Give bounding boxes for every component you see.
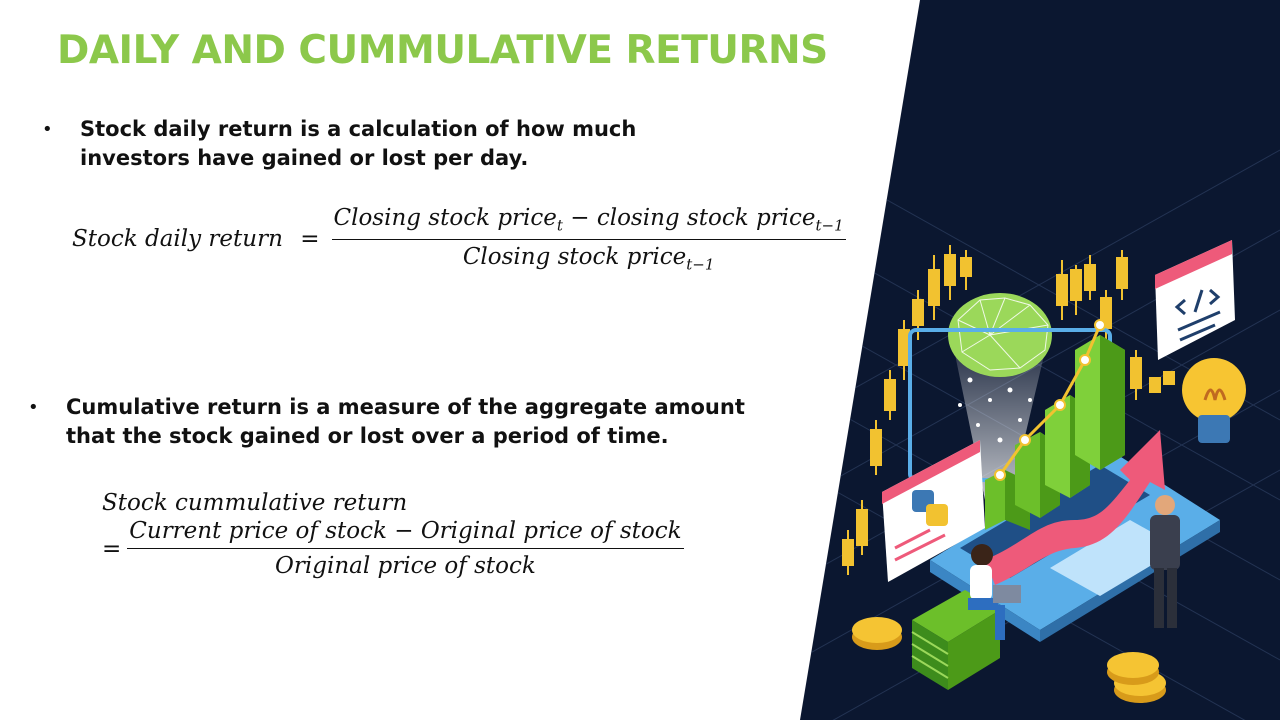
rising-arrow-icon: [985, 430, 1165, 585]
slide-title: DAILY AND CUMMULATIVE RETURNS: [57, 28, 828, 73]
formula-fraction: Current price of stock − Original price …: [127, 518, 684, 579]
formula-lhs-text: Stock daily return: [72, 226, 283, 253]
equals-sign: =: [102, 535, 122, 562]
python-logo-icon: [882, 440, 985, 582]
equals-sign: =: [300, 226, 320, 253]
bullet-cumulative-return: • Cumulative return is a measure of the …: [28, 393, 786, 451]
formula-numerator: Closing stock pricet − closing stock pri…: [331, 205, 846, 240]
cumulative-return-formula: Stock cummulative return = Current price…: [102, 490, 684, 579]
bullet-dot: •: [42, 119, 53, 140]
money-stack-icon: [911, 590, 1000, 690]
denominator-subscript: t−1: [686, 255, 715, 274]
formula-fraction: Closing stock pricet − closing stock pri…: [331, 205, 846, 274]
lightbulb-icon: [1182, 358, 1246, 443]
brain-icon: [948, 293, 1052, 377]
formula-numerator: Current price of stock − Original price …: [127, 518, 684, 549]
bullet-daily-return: • Stock daily return is a calculation of…: [42, 115, 700, 173]
bullet-text: Cumulative return is a measure of the ag…: [66, 395, 745, 448]
daily-return-formula: Stock daily return = Closing stock price…: [72, 205, 846, 273]
bullet-text: Stock daily return is a calculation of h…: [80, 117, 637, 170]
minus-sign: −: [570, 205, 590, 231]
numerator-term-a-subscript: t: [556, 216, 563, 235]
formula-lhs: Stock daily return =: [72, 226, 320, 252]
formula-rhs: = Current price of stock − Original pric…: [102, 518, 684, 579]
formula-denominator: Original price of stock: [275, 553, 536, 579]
person-standing-icon: [1150, 495, 1180, 628]
numerator-term-b-subscript: t−1: [815, 216, 844, 235]
denominator-term: Closing stock price: [462, 243, 687, 270]
code-window-icon: [1155, 240, 1235, 360]
formula-denominator: Closing stock pricet−1: [463, 240, 715, 274]
coin-icon: [852, 617, 1166, 703]
person-sitting-icon: [968, 544, 1021, 640]
candlestick-chart-icon: [842, 245, 1175, 575]
bar-chart-icon: [985, 335, 1125, 530]
formula-lhs: Stock cummulative return: [102, 490, 408, 516]
numerator-term-a: Closing stock price: [333, 205, 557, 231]
numerator-term-b: closing stock price: [596, 205, 816, 231]
bullet-dot: •: [28, 397, 39, 418]
